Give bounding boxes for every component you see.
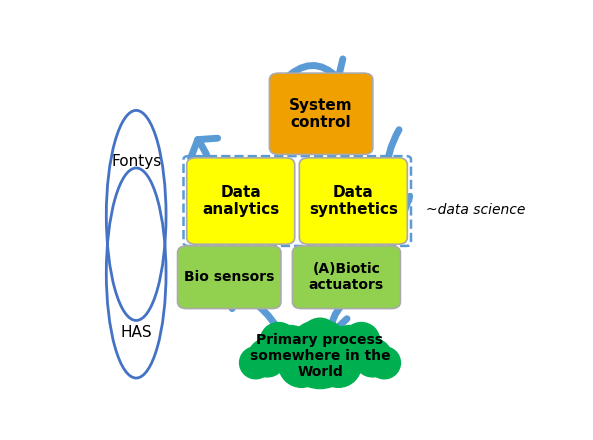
Ellipse shape <box>343 323 380 359</box>
Ellipse shape <box>326 326 374 373</box>
Text: Primary process
somewhere in the
World: Primary process somewhere in the World <box>250 333 390 379</box>
Text: Data
synthetics: Data synthetics <box>309 185 398 217</box>
Ellipse shape <box>368 347 400 379</box>
Ellipse shape <box>266 326 314 373</box>
Text: (A)Biotic
actuators: (A)Biotic actuators <box>309 262 384 292</box>
Ellipse shape <box>260 323 297 359</box>
Ellipse shape <box>301 318 339 356</box>
FancyBboxPatch shape <box>292 246 400 308</box>
Text: HAS: HAS <box>120 325 152 340</box>
Text: ~data science: ~data science <box>426 203 525 217</box>
Ellipse shape <box>248 338 286 377</box>
Text: Fontys: Fontys <box>111 154 161 169</box>
FancyBboxPatch shape <box>187 158 295 244</box>
Text: System
control: System control <box>289 98 353 130</box>
FancyBboxPatch shape <box>269 73 373 154</box>
Text: Data
analytics: Data analytics <box>202 185 279 217</box>
FancyBboxPatch shape <box>299 158 407 244</box>
Ellipse shape <box>279 342 324 387</box>
Ellipse shape <box>353 338 392 377</box>
FancyBboxPatch shape <box>177 246 281 308</box>
Text: Bio sensors: Bio sensors <box>184 270 275 284</box>
Ellipse shape <box>315 342 361 387</box>
Ellipse shape <box>240 347 272 379</box>
Ellipse shape <box>286 320 355 389</box>
